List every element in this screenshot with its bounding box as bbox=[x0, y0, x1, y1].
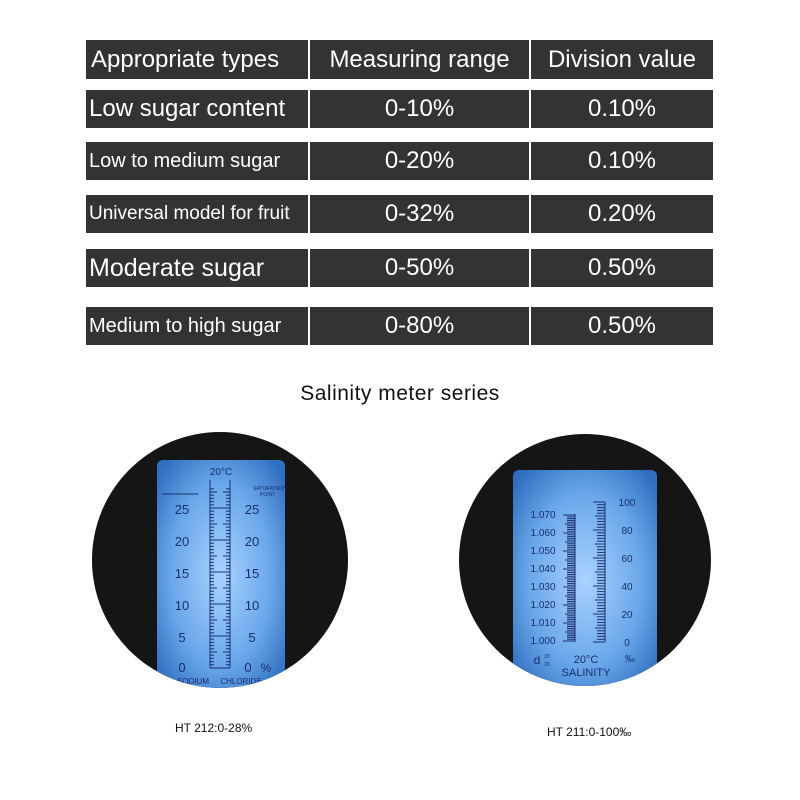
row-division: 0.10% bbox=[529, 142, 713, 180]
salinity-label: 100 bbox=[619, 498, 636, 509]
scale-right-label: 0 bbox=[244, 660, 251, 675]
density-label: 1.020 bbox=[530, 600, 555, 611]
header-division-value: Division value bbox=[529, 40, 713, 79]
meter-left-saturation-2: POINT bbox=[260, 492, 275, 498]
meter-left-temp: 20°C bbox=[210, 467, 232, 478]
table-row: Low to medium sugar 0-20% 0.10% bbox=[86, 142, 713, 180]
label-chloride: CHLORIDE bbox=[220, 677, 261, 686]
salinity-label: 80 bbox=[621, 526, 633, 537]
section-title: Salinity meter series bbox=[300, 382, 500, 405]
density-label: 1.070 bbox=[530, 510, 555, 521]
row-range: 0-50% bbox=[308, 249, 529, 287]
table-row: Medium to high sugar 0-80% 0.50% bbox=[86, 307, 713, 345]
salinity-label: 40 bbox=[621, 582, 633, 593]
unit-percent: % bbox=[261, 661, 272, 675]
scale-left-label: 25 bbox=[175, 502, 189, 517]
meter-left-saturation-1: SATURATNON bbox=[253, 486, 287, 492]
row-type: Low sugar content bbox=[89, 95, 286, 122]
meter-right-temp: 20°C bbox=[574, 654, 599, 666]
table-header-row: Appropriate types Measuring range Divisi… bbox=[86, 40, 713, 79]
row-type: Universal model for fruit bbox=[89, 203, 290, 224]
row-division: 0.50% bbox=[529, 307, 713, 345]
permille-symbol: ‰ bbox=[625, 654, 635, 665]
scale-left-label: 20 bbox=[175, 534, 189, 549]
scale-right-label: 25 bbox=[245, 502, 259, 517]
row-division: 0.20% bbox=[529, 195, 713, 233]
row-range: 0-10% bbox=[308, 90, 529, 128]
table-row: Moderate sugar 0-50% 0.50% bbox=[86, 249, 713, 287]
meter-right-salinity: SALINITY bbox=[562, 667, 612, 679]
density-label: 1.050 bbox=[530, 546, 555, 557]
density-label: 1.030 bbox=[530, 582, 555, 593]
header-appropriate-types: Appropriate types bbox=[91, 45, 280, 73]
salinity-label: 0 bbox=[624, 638, 630, 649]
row-range: 0-20% bbox=[308, 142, 529, 180]
density-label: 1.040 bbox=[530, 564, 555, 575]
row-division: 0.10% bbox=[529, 90, 713, 128]
meter-left-window bbox=[157, 460, 285, 688]
scale-right-label: 5 bbox=[248, 630, 255, 645]
salinity-meter-right: 1.070 1.060 1.050 1.040 1.030 1.020 1.01… bbox=[455, 430, 715, 690]
scale-left-label: 5 bbox=[178, 630, 185, 645]
scale-left-label: 0 bbox=[178, 660, 185, 675]
density-d-sub: 20 bbox=[544, 662, 550, 668]
label-sodium: SODIUM bbox=[177, 677, 209, 686]
scale-right-label: 15 bbox=[245, 566, 259, 581]
row-range: 0-32% bbox=[308, 195, 529, 233]
salinity-meter-left: 20°C SATURATNON POINT 25 20 15 10 5 0 25… bbox=[90, 430, 350, 690]
scale-right-label: 10 bbox=[245, 598, 259, 613]
table-row: Universal model for fruit 0-32% 0.20% bbox=[86, 195, 713, 233]
density-d-label: d bbox=[534, 653, 541, 667]
density-label: 1.010 bbox=[530, 618, 555, 629]
row-type: Low to medium sugar bbox=[89, 149, 281, 172]
meter-right-caption: HT 211:0-100‰ bbox=[547, 725, 632, 739]
row-type: Medium to high sugar bbox=[89, 314, 282, 337]
meter-right-svg: 1.070 1.060 1.050 1.040 1.030 1.020 1.01… bbox=[459, 434, 711, 686]
table-row: Low sugar content 0-10% 0.10% bbox=[86, 90, 713, 128]
scale-right-label: 20 bbox=[245, 534, 259, 549]
row-range: 0-80% bbox=[308, 307, 529, 345]
meter-right-window bbox=[513, 470, 657, 686]
header-measuring-range: Measuring range bbox=[308, 40, 529, 79]
meter-left-caption: HT 212:0-28% bbox=[175, 721, 253, 735]
row-type: Moderate sugar bbox=[89, 253, 265, 282]
row-division: 0.50% bbox=[529, 249, 713, 287]
scale-left-label: 15 bbox=[175, 566, 189, 581]
scale-left-label: 10 bbox=[175, 598, 189, 613]
salinity-label: 60 bbox=[621, 554, 633, 565]
meter-left-svg: 20°C SATURATNON POINT 25 20 15 10 5 0 25… bbox=[92, 432, 348, 688]
density-label: 1.000 bbox=[530, 636, 555, 647]
density-d-sup: 20 bbox=[544, 654, 550, 660]
salinity-label: 20 bbox=[621, 610, 633, 621]
density-label: 1.060 bbox=[530, 528, 555, 539]
